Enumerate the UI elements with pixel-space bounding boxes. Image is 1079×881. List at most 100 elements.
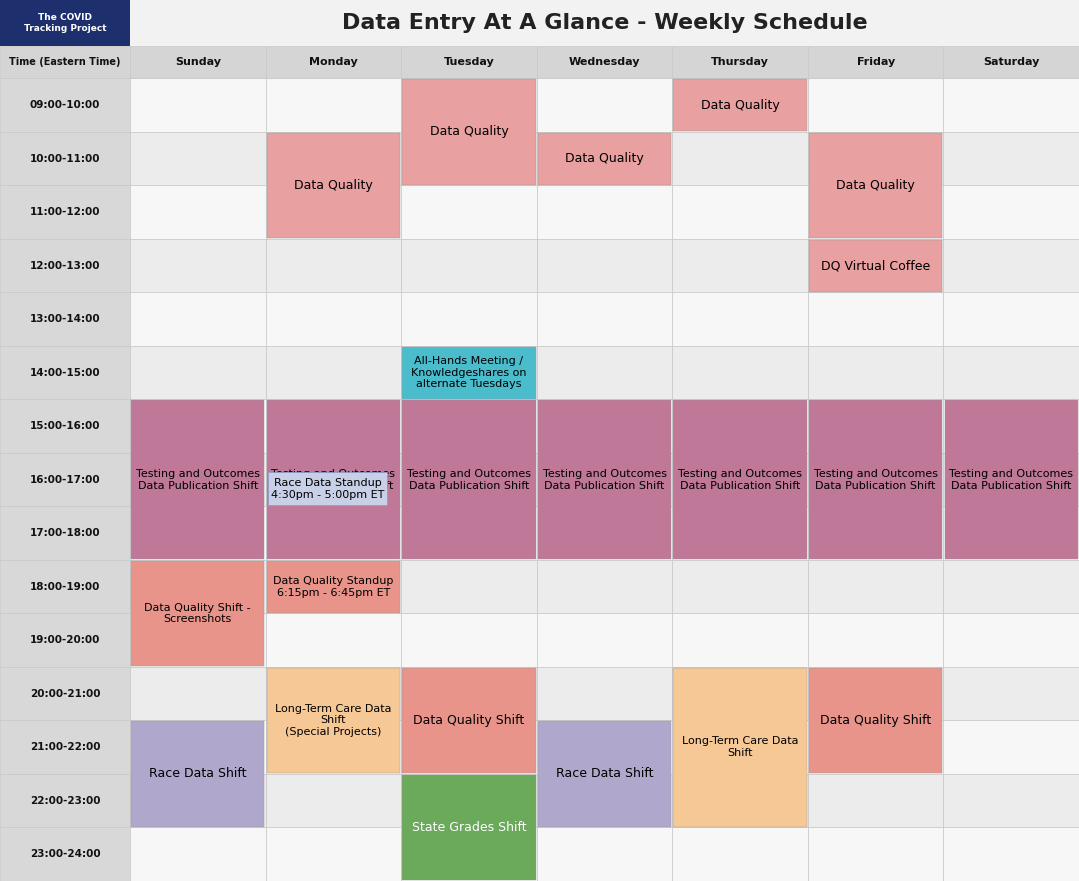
Bar [536, 721, 672, 774]
Bar [0, 613, 129, 667]
Bar [401, 185, 536, 239]
Bar [536, 399, 672, 453]
Bar [808, 453, 943, 507]
Bar [0, 0, 129, 46]
Text: Data Quality: Data Quality [700, 99, 779, 112]
Bar [672, 132, 808, 185]
Bar [265, 667, 401, 721]
Bar [129, 78, 265, 132]
Bar [131, 561, 264, 666]
Bar [672, 507, 808, 560]
Bar [809, 400, 942, 559]
Bar [129, 560, 265, 613]
Text: DQ Virtual Coffee: DQ Virtual Coffee [821, 259, 930, 272]
Bar [129, 132, 265, 185]
Bar [265, 185, 401, 239]
Bar [401, 827, 536, 881]
Bar [943, 346, 1079, 399]
Bar [808, 560, 943, 613]
Bar [672, 46, 808, 78]
Text: Testing and Outcomes
Data Publication Shift: Testing and Outcomes Data Publication Sh… [407, 469, 531, 491]
Bar [0, 132, 129, 185]
Bar [131, 400, 264, 559]
Text: 09:00-10:00: 09:00-10:00 [30, 100, 100, 110]
Bar [129, 453, 265, 507]
Text: State Grades Shift: State Grades Shift [411, 821, 527, 834]
Bar [943, 560, 1079, 613]
Bar [943, 827, 1079, 881]
Bar [129, 292, 265, 346]
Bar [943, 721, 1079, 774]
Text: Data Quality: Data Quality [836, 179, 915, 192]
Bar [268, 472, 387, 506]
Bar [672, 774, 808, 827]
Bar [672, 827, 808, 881]
Bar [0, 721, 129, 774]
Bar [402, 79, 535, 184]
Bar [265, 78, 401, 132]
Bar [0, 453, 129, 507]
Bar [808, 399, 943, 453]
Text: Data Quality Shift: Data Quality Shift [413, 714, 524, 727]
Bar [265, 346, 401, 399]
Text: Sunday: Sunday [175, 57, 221, 67]
Bar [672, 721, 808, 774]
Bar [672, 399, 808, 453]
Bar [265, 613, 401, 667]
Bar [129, 507, 265, 560]
Text: Testing and Outcomes
Data Publication Shift: Testing and Outcomes Data Publication Sh… [678, 469, 802, 491]
Bar [401, 78, 536, 132]
Bar [129, 239, 265, 292]
Bar [401, 453, 536, 507]
Bar [943, 507, 1079, 560]
Bar [129, 667, 265, 721]
Bar [402, 668, 535, 774]
Bar [536, 132, 672, 185]
Text: 13:00-14:00: 13:00-14:00 [30, 315, 100, 324]
Text: Long-Term Care Data
Shift: Long-Term Care Data Shift [682, 737, 798, 758]
Text: 21:00-22:00: 21:00-22:00 [30, 742, 100, 752]
Bar [943, 46, 1079, 78]
Bar [129, 827, 265, 881]
Bar [129, 46, 265, 78]
Bar [402, 400, 535, 559]
Bar [265, 399, 401, 453]
Bar [401, 507, 536, 560]
Bar [129, 399, 265, 453]
Bar [131, 722, 264, 826]
Text: Testing and Outcomes
Data Publication Shift: Testing and Outcomes Data Publication Sh… [814, 469, 938, 491]
Bar [0, 827, 129, 881]
Bar [536, 239, 672, 292]
Bar [808, 346, 943, 399]
Bar [808, 613, 943, 667]
Bar [401, 721, 536, 774]
Text: 14:00-15:00: 14:00-15:00 [30, 367, 100, 378]
Text: 10:00-11:00: 10:00-11:00 [30, 153, 100, 164]
Bar [0, 560, 129, 613]
Bar [267, 133, 400, 238]
Bar [265, 46, 401, 78]
Bar [537, 133, 671, 184]
Text: 20:00-21:00: 20:00-21:00 [30, 689, 100, 699]
Bar [808, 239, 943, 292]
Bar [265, 132, 401, 185]
Bar [401, 132, 536, 185]
Bar [129, 613, 265, 667]
Bar [672, 453, 808, 507]
Bar [0, 292, 129, 346]
Bar [943, 78, 1079, 132]
Bar [401, 46, 536, 78]
Bar [809, 240, 942, 292]
Bar [401, 667, 536, 721]
Bar [536, 292, 672, 346]
Bar [808, 774, 943, 827]
Text: Testing and Outcomes
Data Publication Shift: Testing and Outcomes Data Publication Sh… [136, 469, 260, 491]
Bar [0, 0, 1079, 46]
Bar [673, 79, 807, 131]
Bar [808, 46, 943, 78]
Bar [536, 507, 672, 560]
Bar [943, 292, 1079, 346]
Text: Time (Eastern Time): Time (Eastern Time) [10, 57, 121, 67]
Bar [943, 613, 1079, 667]
Text: Data Quality Standup
6:15pm - 6:45pm ET: Data Quality Standup 6:15pm - 6:45pm ET [273, 576, 394, 597]
